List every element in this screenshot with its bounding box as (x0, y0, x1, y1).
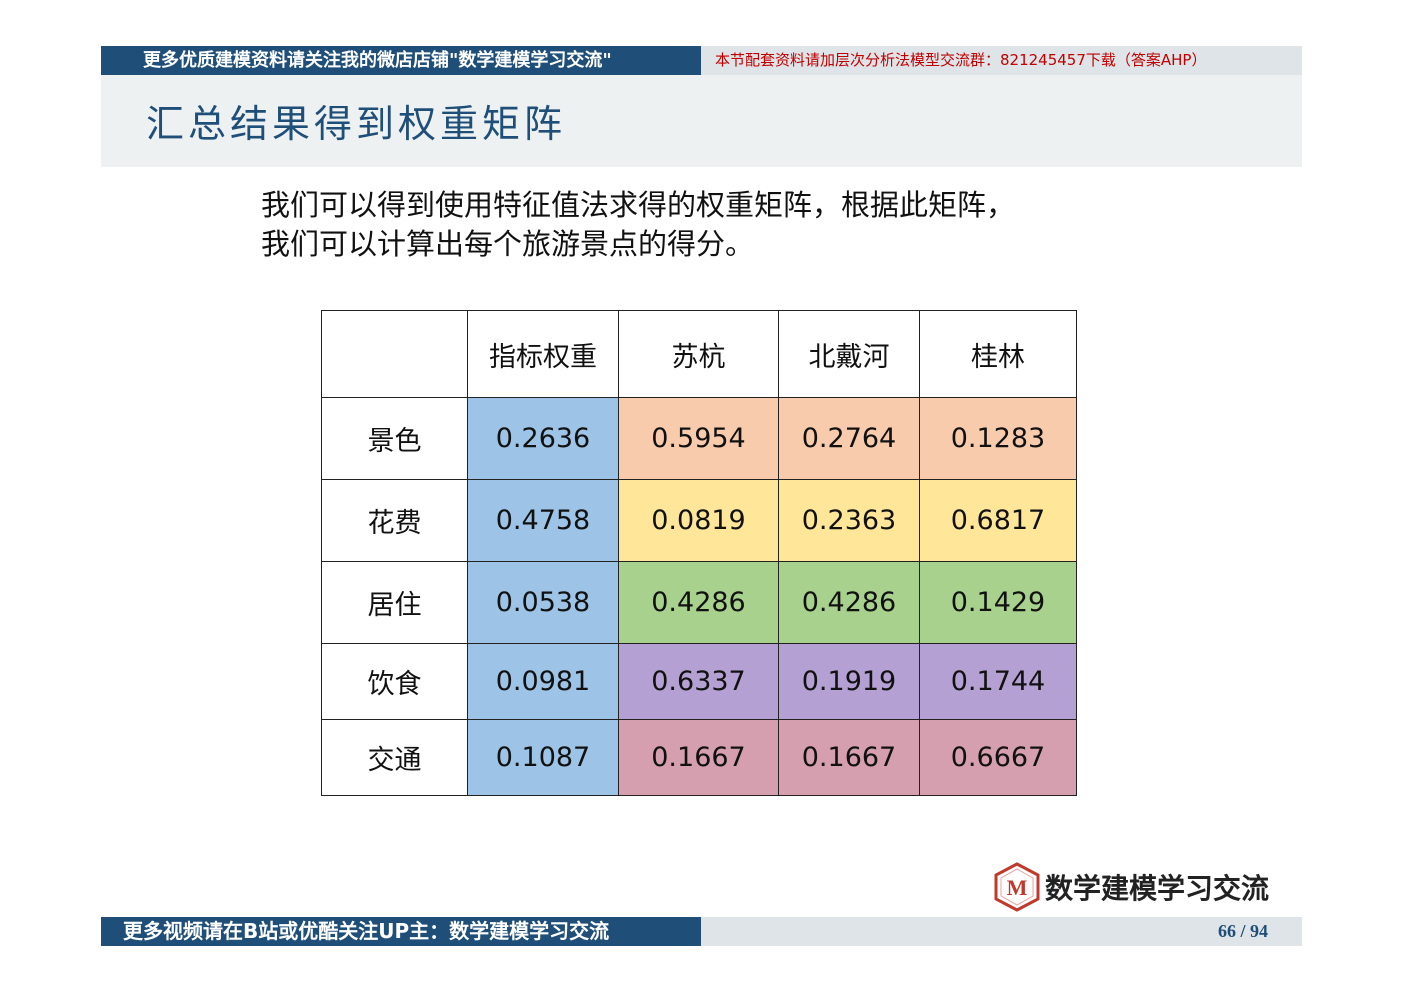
bottom-banner-right: 66 / 94 (701, 917, 1302, 946)
row-label-food: 饮食 (321, 643, 468, 720)
weight-cell: 0.4758 (467, 479, 619, 562)
header-weight: 指标权重 (467, 310, 619, 398)
value-cell: 0.1283 (919, 397, 1077, 480)
weight-cell: 0.0538 (467, 561, 619, 644)
table-row: 居住 0.0538 0.4286 0.4286 0.1429 (321, 561, 1077, 644)
value-cell: 0.1667 (778, 719, 920, 796)
intro-text: 我们可以得到使用特征值法求得的权重矩阵，根据此矩阵， 我们可以计算出每个旅游景点… (261, 186, 1161, 264)
intro-line-2: 我们可以计算出每个旅游景点的得分。 (261, 227, 755, 261)
table-row: 花费 0.4758 0.0819 0.2363 0.6817 (321, 479, 1077, 562)
bottom-banner: 更多视频请在B站或优酷关注UP主：数学建模学习交流 66 / 94 (101, 917, 1302, 946)
value-cell: 0.1919 (778, 643, 920, 720)
header-corner-cell (321, 310, 468, 398)
weight-cell: 0.0981 (467, 643, 619, 720)
header-guilin: 桂林 (919, 310, 1077, 398)
logo-mark-letter: M (1007, 875, 1028, 900)
table-row: 饮食 0.0981 0.6337 0.1919 0.1744 (321, 643, 1077, 720)
row-label-lodging: 居住 (321, 561, 468, 644)
logo-text: 数学建模学习交流 (1045, 872, 1270, 905)
top-banner: 更多优质建模资料请关注我的微店店铺"数学建模学习交流" 本节配套资料请加层次分析… (101, 46, 1302, 75)
weight-cell: 0.2636 (467, 397, 619, 480)
top-banner-note: 本节配套资料请加层次分析法模型交流群：821245457下载（答案AHP） (701, 46, 1302, 75)
weight-matrix-table: 指标权重 苏杭 北戴河 桂林 景色 0.2636 0.5954 0.2764 0… (321, 310, 1077, 796)
row-label-cost: 花费 (321, 479, 468, 562)
top-banner-promo: 更多优质建模资料请关注我的微店店铺"数学建模学习交流" (101, 46, 701, 75)
header-beidaihe: 北戴河 (778, 310, 920, 398)
table-row: 景色 0.2636 0.5954 0.2764 0.1283 (321, 397, 1077, 480)
table-row: 交通 0.1087 0.1667 0.1667 0.6667 (321, 719, 1077, 796)
row-label-scenery: 景色 (321, 397, 468, 480)
value-cell: 0.4286 (618, 561, 779, 644)
intro-line-1: 我们可以得到使用特征值法求得的权重矩阵，根据此矩阵， (261, 188, 1016, 222)
value-cell: 0.4286 (778, 561, 920, 644)
brand-logo: M 数学建模学习交流 (993, 862, 1269, 912)
table-header-row: 指标权重 苏杭 北戴河 桂林 (321, 310, 1077, 398)
value-cell: 0.1429 (919, 561, 1077, 644)
header-suhang: 苏杭 (618, 310, 779, 398)
value-cell: 0.6337 (618, 643, 779, 720)
page-title: 汇总结果得到权重矩阵 (146, 102, 567, 146)
value-cell: 0.6817 (919, 479, 1077, 562)
bottom-banner-promo: 更多视频请在B站或优酷关注UP主：数学建模学习交流 (101, 917, 701, 946)
value-cell: 0.5954 (618, 397, 779, 480)
value-cell: 0.2363 (778, 479, 920, 562)
weight-cell: 0.1087 (467, 719, 619, 796)
row-label-transport: 交通 (321, 719, 468, 796)
value-cell: 0.6667 (919, 719, 1077, 796)
title-band: 汇总结果得到权重矩阵 (101, 75, 1302, 167)
value-cell: 0.1667 (618, 719, 779, 796)
value-cell: 0.0819 (618, 479, 779, 562)
value-cell: 0.2764 (778, 397, 920, 480)
page-number: 66 / 94 (1217, 921, 1268, 941)
hexagon-m-icon: M (993, 862, 1041, 912)
value-cell: 0.1744 (919, 643, 1077, 720)
